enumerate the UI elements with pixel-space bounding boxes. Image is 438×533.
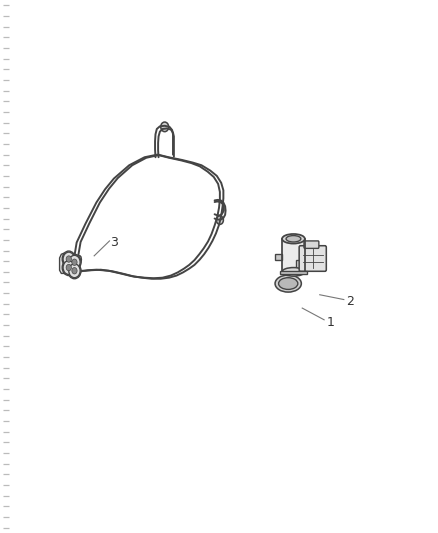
Circle shape (66, 256, 71, 262)
Circle shape (62, 251, 75, 267)
Ellipse shape (275, 275, 301, 292)
Circle shape (72, 268, 77, 274)
Ellipse shape (282, 234, 305, 244)
Text: 3: 3 (110, 236, 118, 249)
Polygon shape (296, 260, 301, 270)
Circle shape (69, 264, 80, 278)
Circle shape (68, 254, 81, 270)
Circle shape (62, 260, 75, 276)
Polygon shape (60, 253, 81, 273)
Polygon shape (280, 271, 307, 274)
Circle shape (66, 264, 71, 271)
Circle shape (216, 216, 223, 224)
FancyBboxPatch shape (299, 246, 326, 271)
Ellipse shape (282, 268, 305, 276)
FancyBboxPatch shape (304, 241, 319, 248)
Ellipse shape (279, 278, 298, 289)
Ellipse shape (286, 236, 301, 242)
Circle shape (63, 261, 74, 274)
Text: 2: 2 (346, 295, 354, 308)
Circle shape (72, 259, 77, 265)
Circle shape (69, 255, 80, 269)
Circle shape (161, 122, 169, 132)
Text: 1: 1 (327, 316, 335, 329)
Polygon shape (275, 254, 282, 260)
Polygon shape (282, 239, 305, 272)
Circle shape (63, 252, 74, 266)
Circle shape (68, 263, 81, 279)
